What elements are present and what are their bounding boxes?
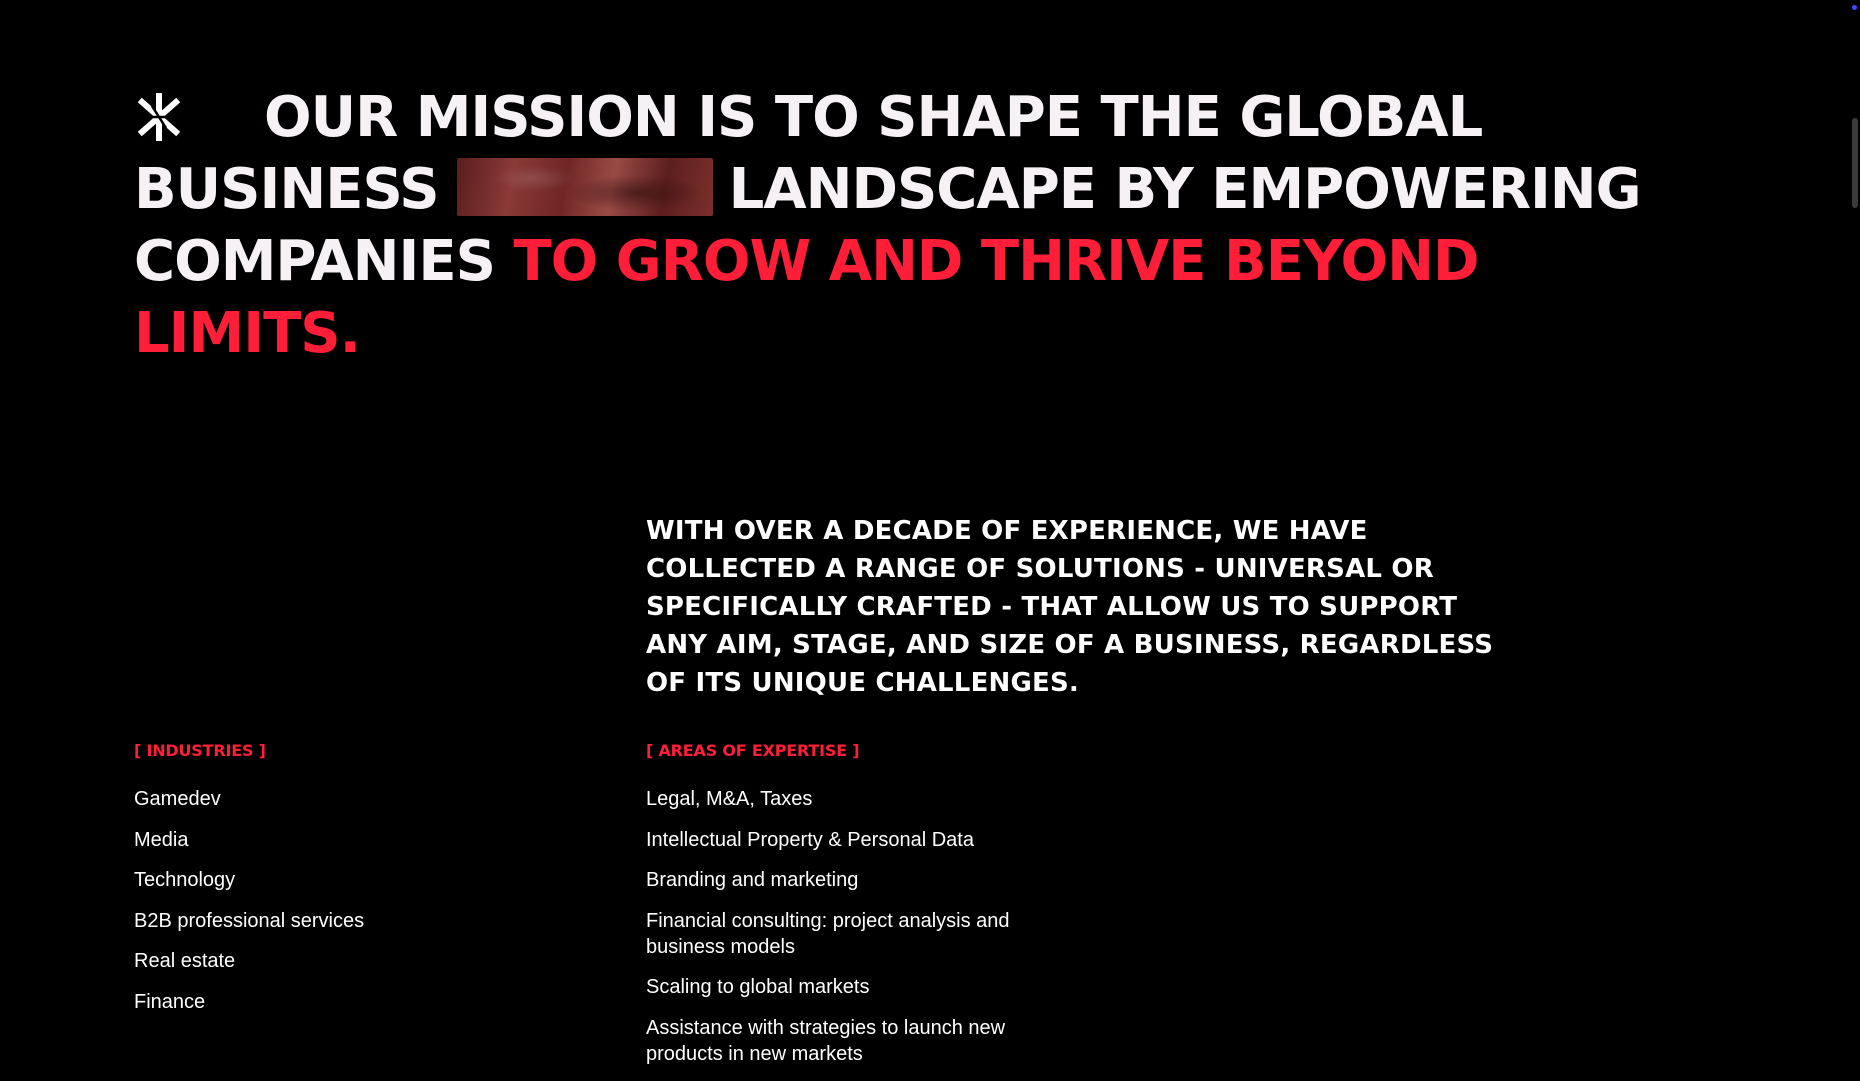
expertise-item-strategies: Assistance with strategies to launch new… <box>646 1016 1006 1065</box>
industries-label: [ INDUSTRIES ] <box>134 741 266 760</box>
industry-item-real-estate: Real estate <box>134 950 236 972</box>
mission-text-1: OUR MISSION IS TO SHAPE THE GLOBAL <box>264 85 1483 150</box>
industries-list: Gamedev Media Technology B2B professiona… <box>134 786 594 1015</box>
expertise-item-financial: Financial consulting: project analysis a… <box>646 909 1010 958</box>
industries-section: [ INDUSTRIES ] Gamedev Media Technology … <box>134 738 594 1029</box>
industry-item-b2b: B2B professional services <box>134 909 365 932</box>
industry-item-finance: Finance <box>134 990 206 1013</box>
expertise-item-legal: Legal, M&A, Taxes <box>646 788 813 810</box>
mission-text-2a: BUSINESS <box>134 157 440 222</box>
mission-line-1: OUR MISSION IS TO SHAPE THE GLOBAL <box>134 82 1694 154</box>
mission-text-3b-accent: TO GROW AND THRIVE BEYOND <box>513 229 1479 294</box>
expertise-item-scaling: Scaling to global markets <box>646 976 870 998</box>
industry-item-technology: Technology <box>134 869 236 891</box>
expertise-list: Legal, M&A, Taxes Intellectual Property … <box>646 786 1046 1067</box>
asterisk-cross-logo-icon[interactable] <box>136 92 182 142</box>
scrollbar-track[interactable] <box>1846 0 1860 1062</box>
mission-text-3a: COMPANIES <box>134 229 496 294</box>
mission-text-2b: LANDSCAPE BY EMPOWERING <box>728 157 1642 222</box>
expertise-label: [ AREAS OF EXPERTISE ] <box>646 741 860 760</box>
inline-image-strip <box>456 158 713 216</box>
mission-line-2: BUSINESS LANDSCAPE BY EMPOWERING <box>134 154 1694 226</box>
expertise-item-branding: Branding and marketing <box>646 869 859 891</box>
expertise-section: [ AREAS OF EXPERTISE ] Legal, M&A, Taxes… <box>646 738 1046 1081</box>
intro-paragraph: WITH OVER A DECADE OF EXPERIENCE, WE HAV… <box>646 516 1494 698</box>
industry-item-media: Media <box>134 828 189 851</box>
status-dot-icon <box>1852 5 1857 10</box>
industry-item-gamedev: Gamedev <box>134 788 221 810</box>
expertise-item-ip: Intellectual Property & Personal Data <box>646 828 974 851</box>
mission-statement: OUR MISSION IS TO SHAPE THE GLOBAL BUSIN… <box>134 82 1694 370</box>
mission-line-3: COMPANIES TO GROW AND THRIVE BEYOND <box>134 226 1694 298</box>
scrollbar-thumb[interactable] <box>1852 118 1858 208</box>
mission-line-4-accent: LIMITS. <box>134 301 361 366</box>
